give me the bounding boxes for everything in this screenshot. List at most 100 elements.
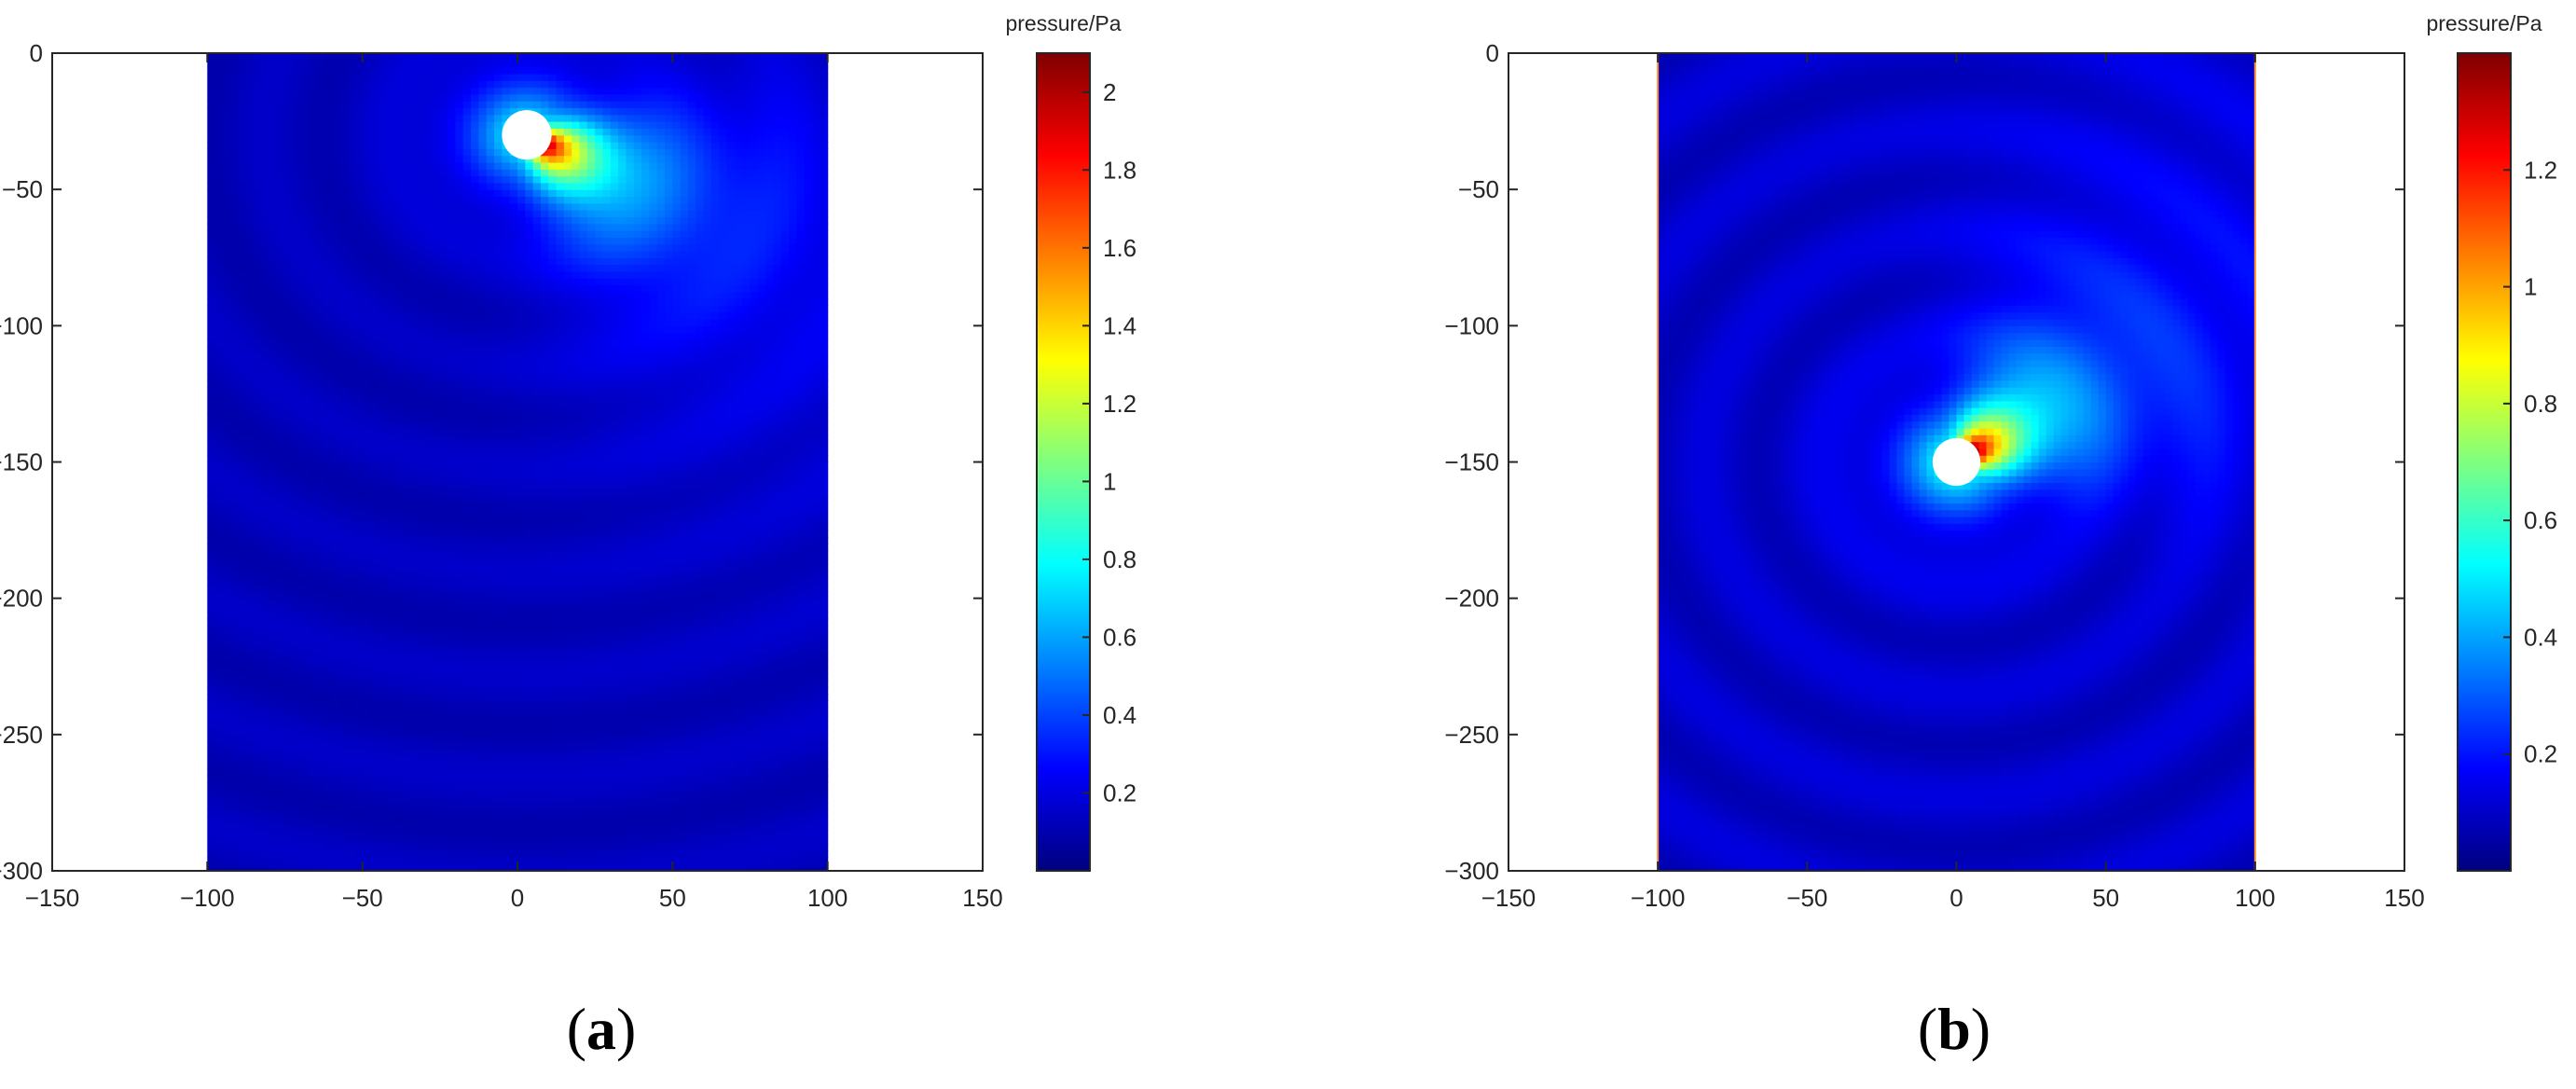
- field-cell: [556, 536, 565, 544]
- field-cell: [672, 468, 682, 476]
- field-cell: [222, 700, 231, 709]
- field-cell: [773, 843, 782, 851]
- field-cell: [820, 591, 829, 600]
- field-cell: [672, 666, 682, 674]
- field-cell: [292, 816, 301, 824]
- field-cell: [486, 503, 495, 511]
- field-cell: [789, 863, 797, 871]
- field-cell: [502, 809, 511, 818]
- field-cell: [765, 496, 775, 503]
- field-cell: [626, 843, 635, 851]
- field-cell: [804, 809, 813, 818]
- field-cell: [486, 857, 495, 865]
- field-cell: [710, 536, 720, 544]
- field-cell: [765, 571, 775, 579]
- field-cell: [439, 591, 448, 600]
- field-cell: [408, 673, 418, 681]
- field-cell: [502, 762, 511, 769]
- field-cell: [696, 591, 705, 600]
- field-cell: [362, 604, 371, 613]
- field-cell: [757, 741, 766, 750]
- field-cell: [207, 863, 216, 871]
- field-cell: [284, 564, 294, 572]
- field-cell: [254, 564, 263, 572]
- field-cell: [563, 598, 572, 606]
- field-cell: [502, 653, 511, 661]
- field-cell: [455, 741, 464, 750]
- field-cell: [687, 612, 696, 620]
- field-cell: [269, 700, 278, 709]
- field-cell: [347, 462, 355, 470]
- field-cell: [804, 727, 813, 736]
- field-cell: [254, 713, 263, 722]
- field-cell: [696, 516, 705, 524]
- field-cell: [618, 857, 627, 865]
- field-cell: [324, 625, 332, 633]
- field-cell: [300, 721, 310, 729]
- field-cell: [478, 754, 488, 763]
- field-cell: [284, 530, 294, 538]
- field-cell: [618, 489, 627, 497]
- field-cell: [385, 645, 394, 654]
- field-cell: [812, 530, 820, 538]
- field-cell: [649, 653, 658, 661]
- field-cell: [432, 754, 441, 763]
- field-cell: [439, 816, 448, 824]
- field-cell: [602, 489, 612, 497]
- field-cell: [230, 489, 240, 497]
- field-cell: [308, 564, 317, 572]
- field-cell: [610, 809, 619, 818]
- field-cell: [757, 857, 766, 865]
- field-cell: [595, 544, 604, 552]
- field-cell: [300, 836, 310, 845]
- field-cell: [269, 604, 278, 613]
- field-cell: [284, 496, 294, 503]
- field-cell: [416, 748, 425, 756]
- field-cell: [525, 693, 534, 701]
- field-cell: [618, 509, 627, 517]
- field-cell: [245, 598, 255, 606]
- field-cell: [696, 530, 705, 538]
- field-cell: [540, 557, 549, 565]
- field-cell: [439, 564, 448, 572]
- field-cell: [525, 585, 534, 592]
- field-cell: [354, 550, 364, 558]
- field-cell: [517, 680, 526, 688]
- field-cell: [710, 748, 720, 756]
- field-cell: [401, 680, 410, 688]
- field-cell: [385, 830, 394, 838]
- field-cell: [626, 850, 635, 858]
- field-cell: [687, 673, 696, 681]
- field-cell: [385, 727, 394, 736]
- field-cell: [525, 836, 534, 845]
- field-cell: [354, 809, 364, 818]
- field-cell: [362, 441, 371, 449]
- field-cell: [719, 591, 728, 600]
- field-cell: [324, 809, 332, 818]
- field-cell: [773, 693, 782, 701]
- field-cell: [734, 673, 743, 681]
- field-cell: [284, 455, 294, 463]
- field-cell: [222, 863, 231, 871]
- field-cell: [757, 625, 766, 633]
- field-cell: [656, 781, 666, 790]
- field-cell: [765, 775, 775, 783]
- field-cell: [300, 741, 310, 750]
- field-cell: [408, 741, 418, 750]
- field-cell: [773, 448, 782, 456]
- field-cell: [656, 516, 666, 524]
- field-cell: [572, 503, 581, 511]
- field-cell: [710, 686, 720, 695]
- field-cell: [338, 516, 348, 524]
- field-cell: [726, 550, 736, 558]
- field-cell: [439, 673, 448, 681]
- field-cell: [292, 754, 301, 763]
- field-cell: [338, 577, 348, 586]
- field-cell: [710, 822, 720, 831]
- field-cell: [207, 604, 216, 613]
- field-cell: [385, 843, 394, 851]
- field-cell: [393, 468, 402, 476]
- field-cell: [680, 673, 689, 681]
- field-cell: [308, 863, 317, 871]
- field-cell: [300, 468, 310, 476]
